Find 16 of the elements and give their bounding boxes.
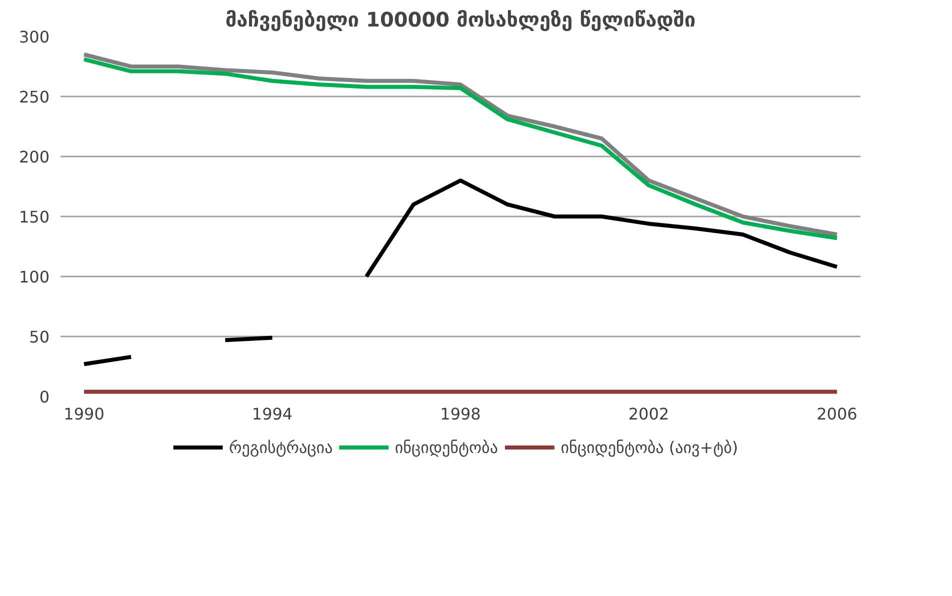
y-tick-label: 100: [18, 268, 50, 286]
x-tick-label: 1998: [440, 404, 481, 424]
y-tick-label: 150: [18, 208, 50, 226]
y-tick-label: 0: [39, 388, 50, 406]
chart-title: მაჩვენებელი 100000 მოსახლეზე წელიწადში: [225, 8, 696, 32]
y-tick-label: 250: [18, 88, 50, 106]
legend-label: რეგისტრაცია: [229, 438, 333, 457]
x-tick-label: 1990: [64, 404, 104, 424]
x-tick-label: 2002: [628, 404, 670, 424]
y-tick-label: 300: [18, 28, 50, 46]
x-tick-label: 1994: [252, 404, 293, 424]
y-tick-label: 200: [18, 148, 50, 166]
legend-label: ინციდენტობა: [394, 438, 498, 457]
legend-label: ინციდენტობა (აივ+ტბ): [560, 438, 738, 457]
x-tick-label: 2006: [816, 404, 858, 424]
y-tick-label: 50: [29, 328, 50, 346]
